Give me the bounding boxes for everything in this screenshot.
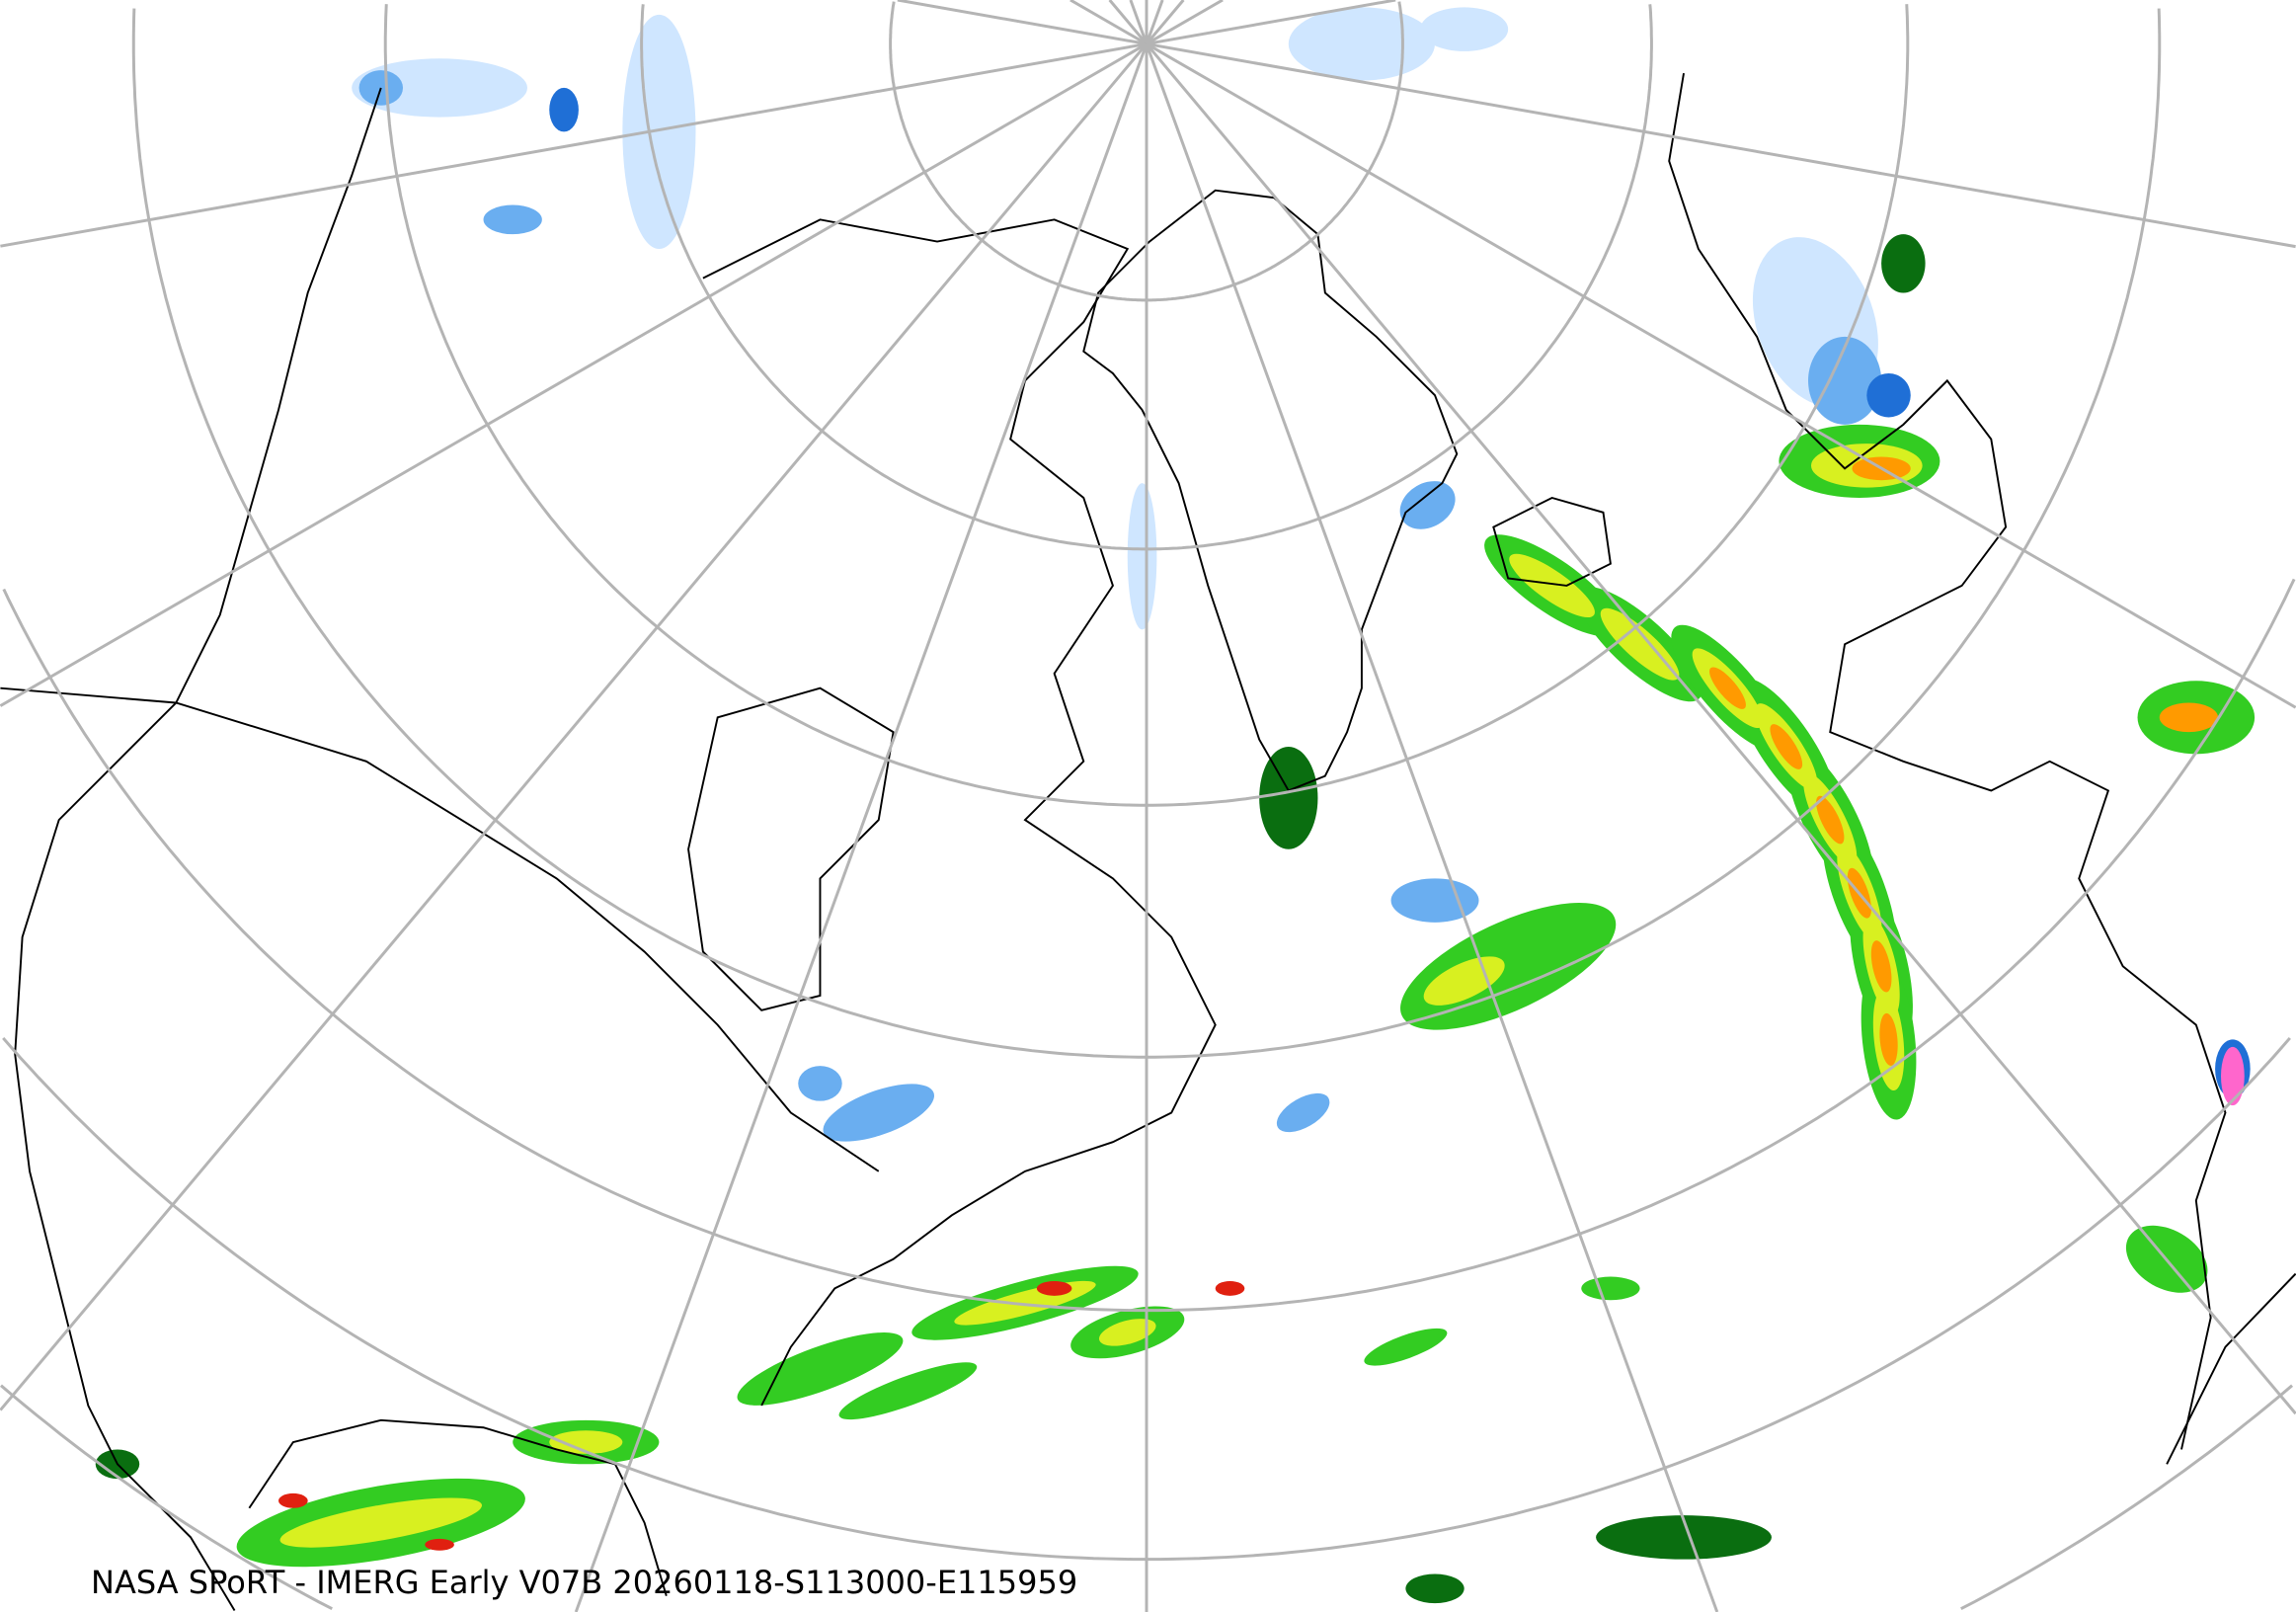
rain-moderate-area — [279, 1497, 483, 1548]
rain-moderate-area — [1098, 1319, 1156, 1346]
latitude-circle — [1905, 4, 1910, 44]
latitude-circle — [640, 4, 1653, 551]
snow-light-area — [352, 58, 528, 118]
meridian-line — [0, 42, 1148, 1411]
snow-light-area — [622, 14, 696, 249]
snow-area — [1390, 878, 1479, 923]
rain-band-heavy — [1879, 1012, 1898, 1067]
rain-band-heavy — [1870, 940, 1892, 993]
rain-light-area — [1405, 1573, 1465, 1604]
latitude-circle — [1397, 1, 1404, 44]
map-caption: NASA SPoRT - IMERG Early V07B 20260118-S… — [91, 1564, 1078, 1601]
rain-light-area — [1596, 1515, 1772, 1560]
meridian-line — [1108, 0, 1148, 45]
latitude-circle — [0, 1384, 333, 1611]
rain-extreme-spot — [1036, 1281, 1072, 1296]
meridian-line — [1145, 42, 2296, 1415]
greenland-coast — [1082, 189, 1459, 792]
rain-area — [1364, 1328, 1448, 1366]
iceland-coast — [1492, 496, 1612, 587]
latitude-circle — [131, 8, 2162, 1059]
rain-band-core — [1509, 553, 1595, 618]
west-coast — [14, 87, 382, 1612]
rain-light-area — [1881, 234, 1926, 293]
rain-band-heavy — [1816, 795, 1845, 845]
meridian-line — [1146, 42, 2296, 709]
snow-area — [798, 1066, 842, 1101]
africa-coast — [2166, 1272, 2296, 1465]
latitude-circle — [1960, 1384, 2294, 1611]
rain-band-heavy — [1709, 667, 1746, 709]
latitude-circle — [889, 1, 1404, 302]
mixed-precip-area — [2221, 1046, 2245, 1106]
snow-light-area — [1420, 7, 1509, 51]
meridian-line — [574, 42, 1148, 1612]
rain-area — [1581, 1276, 1640, 1301]
snow-area — [1808, 336, 1882, 425]
meridian-line — [1146, 42, 2296, 249]
snow-area — [823, 1084, 934, 1142]
meridian-line — [1145, 0, 1185, 45]
latitude-circle — [383, 4, 1910, 807]
canada-coast — [702, 218, 1217, 1407]
snow-area — [1276, 1092, 1330, 1133]
rain-extreme-spot — [425, 1538, 454, 1551]
meridian-line — [1146, 0, 1396, 45]
europe-coast — [1668, 72, 2227, 1450]
heavy-snow-area — [1866, 372, 1911, 418]
meridian-line — [0, 42, 1148, 707]
precipitation-layer — [95, 7, 2256, 1604]
meridian-line — [1145, 0, 1164, 44]
gulf-coast — [248, 1418, 668, 1596]
meridian-line — [1145, 42, 1719, 1612]
us-canada-border — [0, 686, 880, 1172]
rain-extreme-spot — [278, 1492, 308, 1508]
snow-light-area — [1288, 7, 1436, 81]
snow-area — [1399, 481, 1456, 529]
heavy-snow-area — [549, 87, 579, 132]
rain-area — [838, 1362, 978, 1420]
rain-light-area — [1259, 746, 1318, 849]
snow-light-area — [1127, 483, 1157, 630]
latitude-circle — [2, 578, 2296, 1313]
meridian-line — [0, 42, 1148, 248]
rain-heavy — [2159, 702, 2219, 733]
rain-area — [737, 1332, 904, 1406]
meridian-line — [1146, 0, 1224, 45]
meridian-line — [1069, 0, 1148, 45]
latitude-circle — [2157, 8, 2162, 44]
meridian-line — [897, 0, 1148, 45]
rain-band-core — [1600, 607, 1680, 681]
rain-band-heavy — [1770, 724, 1803, 769]
snow-area — [483, 204, 542, 235]
rain-moderate-area — [549, 1430, 623, 1454]
meridian-line — [1129, 0, 1148, 44]
rain-extreme-spot — [1215, 1281, 1245, 1296]
latitude-circle — [1648, 4, 1653, 44]
